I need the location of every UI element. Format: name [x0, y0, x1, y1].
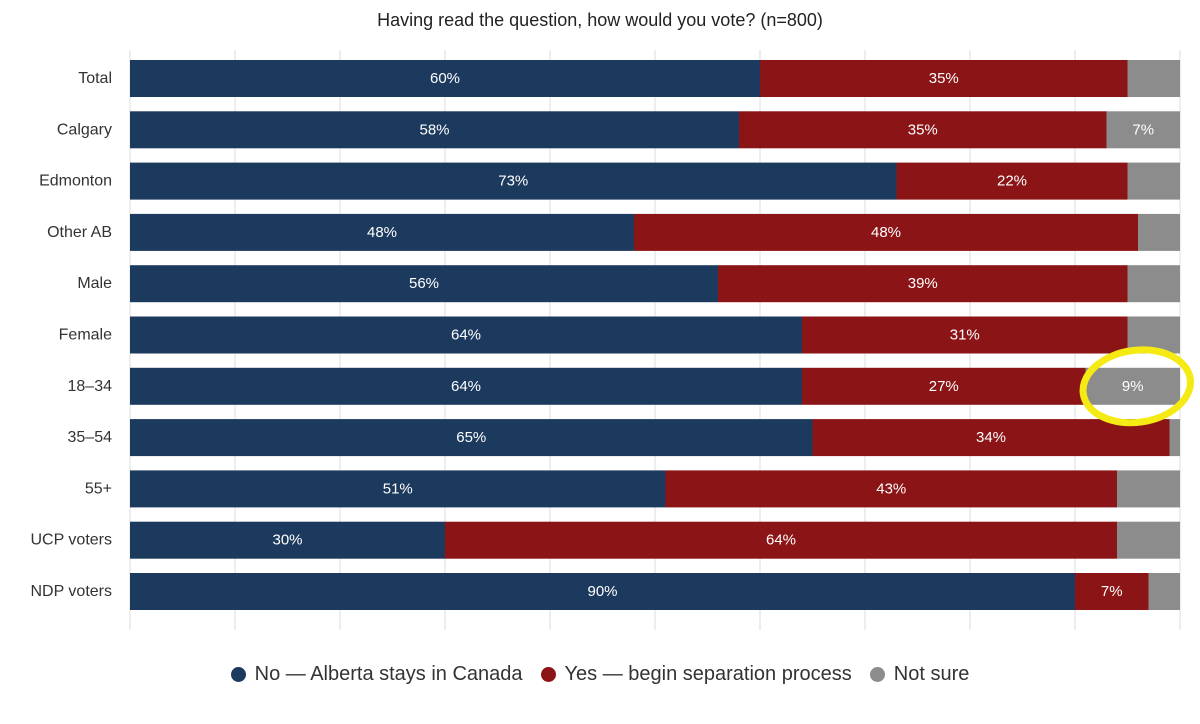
bar-segment [130, 60, 760, 97]
bar-segment [130, 470, 666, 508]
bar-segment [812, 419, 1170, 457]
bar-segment [1117, 470, 1180, 508]
data-label: 43% [876, 480, 906, 497]
legend-label: No — Alberta stays in Canada [254, 663, 523, 685]
category-label: Male [77, 275, 112, 292]
bar-segment [802, 367, 1086, 405]
data-label: 51% [383, 480, 413, 497]
bar-segment [130, 521, 445, 559]
bar-segment [1127, 162, 1180, 200]
bar-segment [634, 213, 1138, 251]
bar-segment [665, 470, 1117, 508]
category-label: Female [59, 327, 112, 344]
data-label: 30% [272, 532, 302, 549]
data-label: 7% [1101, 583, 1123, 600]
bar-segment [130, 573, 1075, 610]
chart-title: Having read the question, how would you … [377, 10, 823, 30]
bar-segment [130, 111, 739, 149]
legend-item: Yes — begin separation process [540, 663, 852, 686]
data-label: 39% [908, 275, 938, 292]
category-label: Edmonton [39, 173, 112, 190]
data-label: 64% [451, 327, 481, 344]
data-label: 31% [950, 327, 980, 344]
bar-segment [1117, 521, 1180, 559]
legend-swatch [869, 667, 885, 682]
data-label: 48% [367, 224, 397, 241]
data-label: 48% [871, 224, 901, 241]
data-label: 35% [908, 121, 938, 138]
data-label: 73% [498, 173, 528, 190]
bar-segment [1106, 111, 1180, 149]
data-label: 90% [587, 583, 617, 600]
category-label: 18–34 [68, 378, 113, 395]
bar-segment [130, 162, 897, 200]
legend-item: Not sure [869, 663, 970, 686]
bar-segment [445, 521, 1117, 559]
highlight-circle [1079, 346, 1194, 427]
bar-segment [130, 367, 802, 405]
category-label: UCP voters [30, 532, 112, 549]
legend-swatch [540, 667, 556, 682]
bar-segment [1148, 573, 1180, 610]
bar-segment [760, 60, 1128, 97]
legend-swatch [230, 667, 246, 682]
bar-segment [896, 162, 1128, 200]
bar-segment [718, 265, 1128, 303]
bar-segment [1169, 419, 1180, 457]
data-label: 7% [1132, 121, 1154, 138]
category-label: NDP voters [30, 583, 112, 600]
data-label: 22% [997, 173, 1027, 190]
bar-segment [1127, 60, 1180, 97]
bar-segment [802, 316, 1128, 354]
data-label: 56% [409, 275, 439, 292]
bar-segment [130, 316, 802, 354]
data-label: 9% [1122, 378, 1144, 395]
data-label: 27% [929, 378, 959, 395]
chart-legend: No — Alberta stays in Canada Yes — begin … [0, 663, 1200, 686]
bar-segment [130, 419, 813, 457]
data-label: 35% [929, 70, 959, 87]
bar-segment [130, 265, 718, 303]
data-label: 64% [451, 378, 481, 395]
bar-segment [130, 213, 634, 251]
data-label: 60% [430, 70, 460, 87]
data-label: 65% [456, 429, 486, 446]
category-label: Calgary [57, 121, 112, 138]
bar-segment [1138, 213, 1180, 251]
bar-segment [739, 111, 1107, 149]
data-label: 34% [976, 429, 1006, 446]
data-label: 64% [766, 532, 796, 549]
bar-segment [1127, 265, 1180, 303]
category-label: 35–54 [68, 429, 113, 446]
legend-label: Not sure [893, 663, 970, 685]
category-label: 55+ [85, 480, 112, 497]
legend-item: No — Alberta stays in Canada [230, 663, 523, 686]
category-label: Other AB [47, 224, 112, 241]
bar-segment [1085, 367, 1180, 405]
data-label: 58% [419, 121, 449, 138]
category-label: Total [78, 70, 112, 87]
legend-label: Yes — begin separation process [564, 663, 852, 685]
bar-segment [1075, 573, 1149, 610]
